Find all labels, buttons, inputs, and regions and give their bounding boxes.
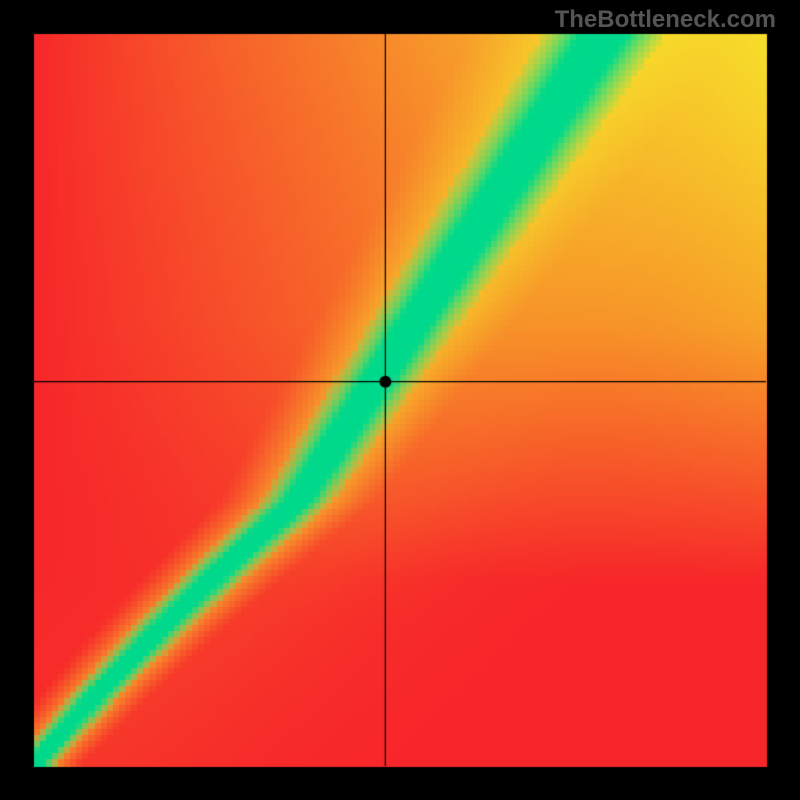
chart-container: TheBottleneck.com [0,0,800,800]
bottleneck-heatmap [0,0,800,800]
watermark-text: TheBottleneck.com [555,6,776,34]
